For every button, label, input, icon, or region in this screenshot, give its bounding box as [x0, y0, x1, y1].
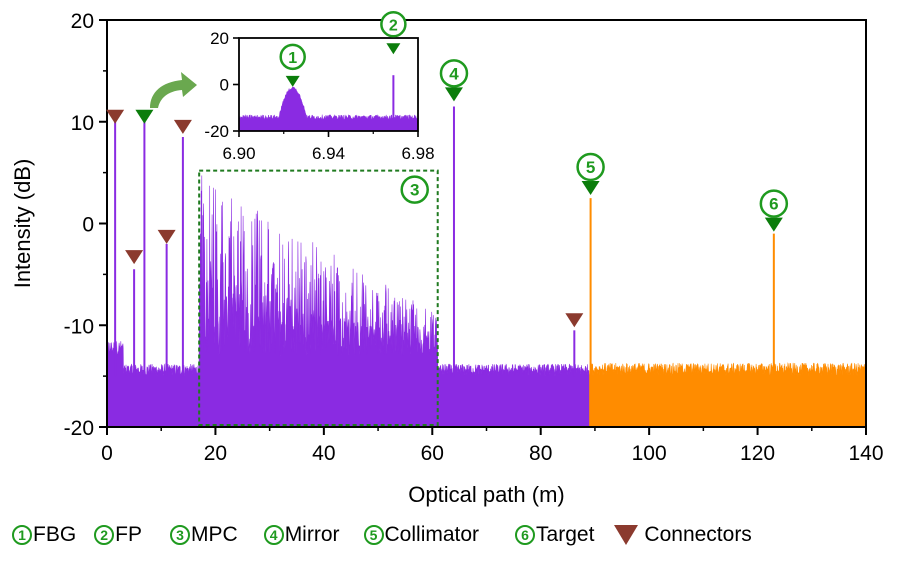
inset-label-ring [279, 43, 306, 71]
legend-item-target: 6 Target [515, 523, 594, 547]
legend-number-badge: 1 [12, 525, 32, 545]
inset-background [239, 38, 418, 131]
feature-marker [444, 87, 463, 102]
connector-marker [157, 229, 176, 244]
mpc-region-box [198, 169, 439, 426]
inset-feature-marker [386, 43, 401, 55]
y-tick-label: 10 [71, 112, 94, 135]
y-tick-label: 20 [71, 10, 94, 33]
main-plot-traces [106, 106, 867, 428]
connector-marker [106, 109, 125, 124]
x-tick-label: 0 [101, 442, 113, 465]
inset-y-tick-label: -20 [204, 122, 229, 141]
feature-marker [764, 217, 783, 232]
legend-item-collimator: 5 Collimator [363, 523, 480, 547]
inset-x-tick-label: 6.94 [312, 144, 345, 163]
legend-label: Collimator [384, 523, 480, 546]
x-tick-label: 140 [848, 442, 883, 465]
feature-label-text: 6 [769, 195, 778, 214]
x-axis-label: Optical path (m) [408, 482, 565, 507]
inset-x-tick-label: 6.90 [222, 144, 255, 163]
legend-item-mpc: 3 MPC [170, 523, 238, 547]
feature-label-ring [439, 59, 469, 88]
y-axis-label: Intensity (dB) [10, 159, 35, 289]
legend-number-badge: 5 [363, 525, 384, 545]
y-tick-label: -10 [64, 315, 94, 338]
feature-label-ring [576, 152, 605, 182]
inset-y-tick-label: 0 [220, 76, 229, 95]
x-tick-label: 100 [632, 442, 667, 465]
y-tick-label: -20 [64, 417, 94, 440]
legend-label: Target [536, 523, 595, 546]
mpc-label-text: 3 [410, 181, 419, 200]
x-tick-label: 80 [529, 442, 552, 465]
legend-number-badge: 3 [170, 525, 191, 545]
inset-x-tick-label: 6.98 [401, 144, 434, 163]
connector-marker [173, 119, 192, 134]
inset-arrow [150, 72, 197, 108]
inset-y-tick-label: 20 [210, 29, 229, 48]
inset-feature-marker [285, 75, 300, 87]
legend-label: FBG [33, 523, 77, 546]
x-tick-label: 60 [421, 442, 444, 465]
legend-item-fp: 2 FP [94, 523, 142, 547]
x-tick-label: 120 [740, 442, 775, 465]
series-far-trace [589, 362, 867, 428]
legend-item-connectors: Connectors [614, 523, 752, 547]
x-tick-label: 40 [312, 442, 335, 465]
connector-marker [565, 313, 584, 328]
legend: 1 FBG 2 FP 3 MPC 4 Mirror 5 Collimator 6 Target Conn… [12, 521, 752, 549]
feature-marker [581, 180, 600, 195]
inset-label-ring [380, 11, 407, 38]
series-main-trace [106, 175, 590, 428]
legend-label: Connectors [644, 523, 752, 546]
legend-number-badge: 6 [515, 525, 536, 545]
connector-marker [125, 250, 144, 265]
feature-label-text: 4 [449, 64, 459, 83]
x-tick-label: 20 [204, 442, 227, 465]
connector-triangle-icon [614, 525, 639, 545]
legend-label: Mirror [284, 523, 340, 546]
main-plot-annotations: 3 4 5 6 [106, 59, 789, 426]
inset-label-text: 1 [288, 50, 297, 67]
inset-trace [238, 86, 419, 132]
legend-number-badge: 4 [263, 525, 284, 545]
legend-item-mirror: 4 Mirror [263, 523, 340, 547]
feature-label-text: 5 [586, 158, 595, 177]
legend-item-fbg: 1 FBG [12, 523, 76, 547]
legend-label: MPC [191, 523, 238, 546]
y-tick-label: 0 [82, 214, 94, 237]
mpc-label-ring [400, 175, 429, 204]
inset-label-text: 2 [389, 17, 398, 34]
legend-label: FP [115, 523, 143, 546]
feature-marker [135, 109, 154, 124]
inset-plot: 6.90 6.94 6.98 -20 0 20 1 2 [204, 11, 435, 163]
legend-number-badge: 2 [94, 525, 115, 545]
feature-label-ring [759, 189, 789, 218]
